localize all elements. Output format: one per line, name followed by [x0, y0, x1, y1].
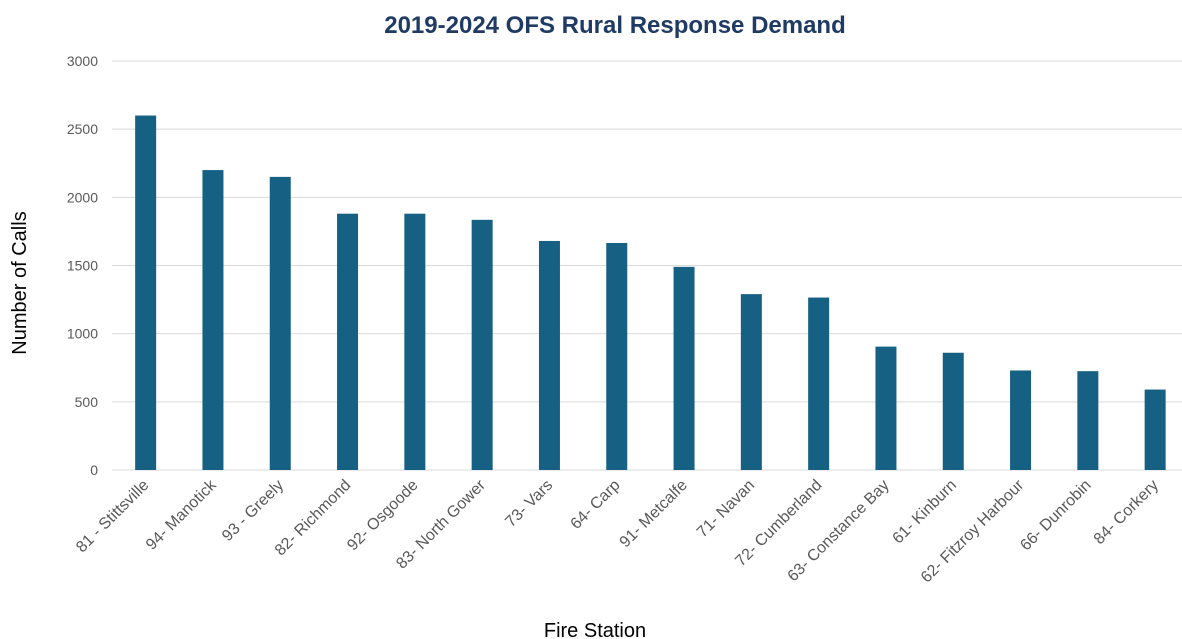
bar [404, 213, 426, 470]
chart-title: 2019-2024 OFS Rural Response Demand [384, 12, 846, 39]
x-tick-label: 71- Navan [694, 477, 758, 541]
bar [740, 294, 762, 470]
bar [538, 240, 560, 470]
y-tick-label: 0 [90, 462, 98, 478]
bar [471, 219, 493, 470]
y-axis-tick-labels: 0 500 1000 1500 2000 2500 3000 [67, 53, 98, 478]
x-tick-label: 93 - Greely [219, 477, 287, 545]
bar [1010, 370, 1032, 470]
x-tick-label: 66- Dunrobin [1017, 477, 1094, 554]
y-axis-title: Number of Calls [9, 211, 31, 354]
y-tick-label: 3000 [67, 53, 98, 69]
y-tick-label: 1500 [67, 258, 98, 274]
bar [135, 115, 157, 470]
bar [337, 213, 359, 470]
bar [269, 176, 291, 470]
bar [202, 170, 224, 470]
bar [808, 297, 830, 470]
bars [135, 115, 1166, 470]
bar [942, 352, 964, 470]
x-tick-label: 84- Corkery [1091, 477, 1162, 548]
y-tick-label: 500 [75, 394, 99, 410]
y-tick-label: 2000 [67, 189, 98, 205]
x-tick-label: 64- Carp [568, 477, 624, 533]
x-tick-label: 94- Manotick [143, 476, 220, 553]
y-tick-label: 1000 [67, 326, 98, 342]
bar [875, 346, 897, 470]
bar [1077, 371, 1099, 470]
y-tick-label: 2500 [67, 121, 98, 137]
bar [1144, 389, 1166, 470]
x-tick-label: 91- Metcalfe [617, 477, 691, 551]
bar [606, 243, 628, 470]
x-tick-label: 73- Vars [502, 477, 556, 531]
x-tick-label: 81 - Stittsville [73, 477, 152, 556]
x-tick-label: 61- Kinburn [890, 477, 961, 548]
x-axis-title: Fire Station [544, 620, 646, 639]
bar [673, 266, 695, 470]
